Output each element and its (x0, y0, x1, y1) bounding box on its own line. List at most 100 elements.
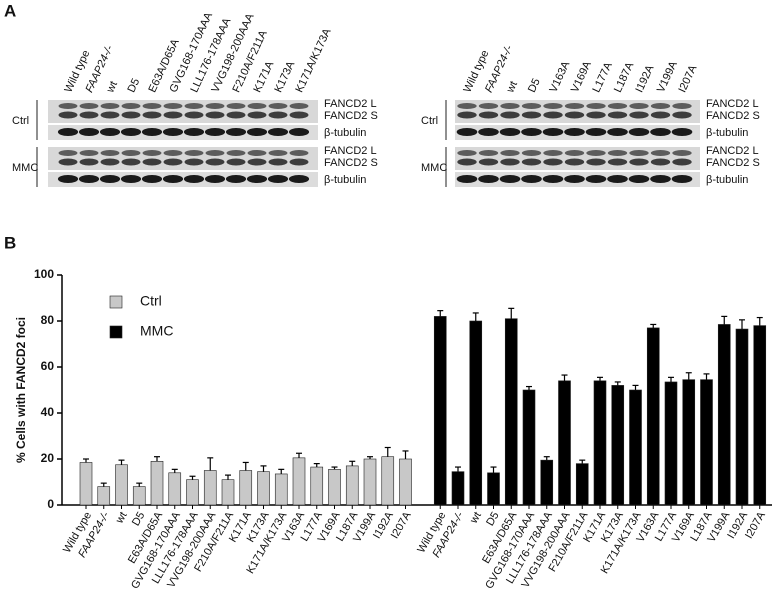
band (564, 175, 585, 183)
bar (487, 472, 500, 506)
band (521, 103, 542, 109)
band (650, 158, 671, 166)
bar (629, 389, 642, 506)
error-bar (437, 310, 444, 317)
bar (239, 470, 253, 506)
band (543, 103, 563, 109)
legend-swatch (109, 325, 123, 339)
bar (150, 460, 164, 506)
band (586, 158, 606, 166)
band (586, 111, 606, 119)
error-bar (313, 463, 320, 468)
band (79, 103, 99, 109)
band (521, 150, 542, 156)
band (456, 128, 478, 136)
band (629, 158, 649, 166)
band (57, 175, 79, 183)
band (542, 175, 564, 183)
band (246, 175, 268, 183)
band (226, 111, 246, 119)
lane-label: I207A (676, 63, 699, 95)
bar (203, 470, 217, 506)
error-bar (367, 456, 373, 459)
bar (168, 472, 182, 506)
bar (310, 466, 324, 506)
band (499, 175, 521, 183)
band (628, 175, 650, 183)
error-bar (207, 457, 214, 471)
bar (274, 473, 288, 506)
band-label: FANCD2 S (706, 110, 760, 122)
band (268, 111, 288, 119)
band (79, 111, 99, 119)
band (671, 175, 693, 183)
band (672, 103, 692, 109)
bar (292, 457, 306, 506)
band (58, 111, 78, 119)
error-bar (490, 466, 497, 473)
band (672, 150, 692, 156)
band (289, 150, 309, 156)
band (543, 111, 563, 119)
error-bar (508, 307, 515, 319)
band (499, 128, 521, 136)
error-bar (739, 319, 745, 330)
band (163, 103, 183, 109)
bar (79, 462, 93, 506)
band (650, 175, 671, 183)
band (457, 158, 477, 166)
band (672, 111, 692, 119)
bar (611, 385, 625, 506)
band (478, 103, 499, 109)
band (246, 128, 268, 136)
band (607, 128, 628, 136)
band (184, 158, 204, 166)
band (120, 175, 142, 183)
band (268, 150, 288, 156)
bar (558, 380, 571, 506)
band (142, 111, 162, 119)
band (163, 150, 183, 156)
band (289, 111, 309, 119)
y-tick-label: 40 (41, 405, 55, 419)
condition-label: Ctrl (12, 115, 29, 127)
bar (363, 458, 377, 506)
band (500, 103, 520, 109)
band (163, 111, 183, 119)
error-bar (189, 475, 196, 480)
band (500, 158, 520, 166)
error-bar (756, 316, 763, 326)
bar (593, 380, 607, 506)
band (564, 111, 585, 119)
band (457, 150, 477, 156)
error-bar (154, 456, 160, 462)
band (247, 111, 267, 119)
band (247, 150, 267, 156)
bar (221, 479, 235, 506)
band (289, 158, 309, 166)
band (268, 158, 288, 166)
bar (381, 456, 395, 506)
band (79, 150, 99, 156)
band-label: β-tubulin (706, 127, 748, 139)
panel-label: A (4, 1, 16, 20)
band (267, 175, 289, 183)
band (478, 175, 499, 183)
error-bar (472, 312, 479, 321)
band (672, 158, 692, 166)
band (121, 150, 141, 156)
y-tick-label: 20 (41, 451, 55, 465)
band (521, 111, 542, 119)
band (163, 158, 183, 166)
bar (186, 479, 199, 506)
band (142, 150, 162, 156)
bar (664, 381, 678, 506)
band (121, 111, 141, 119)
y-tick-label: 0 (47, 497, 54, 511)
band (628, 128, 650, 136)
error-bar (561, 374, 568, 381)
bar (115, 464, 128, 506)
band (121, 158, 141, 166)
error-bar (685, 372, 692, 380)
bar (735, 328, 749, 506)
